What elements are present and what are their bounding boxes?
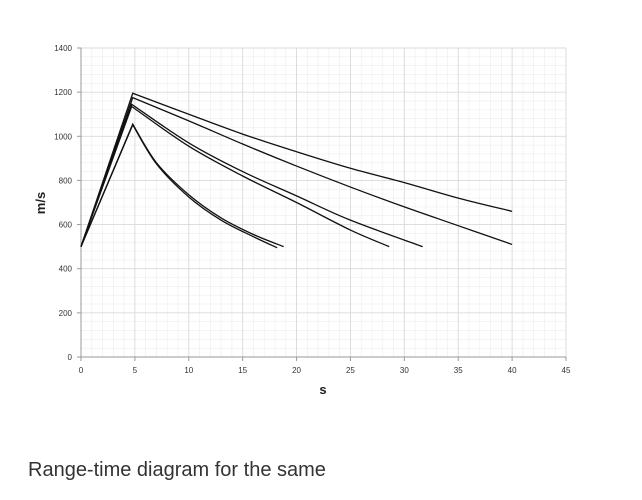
x-tick-label: 10: [184, 366, 193, 375]
x-tick-label: 30: [400, 366, 409, 375]
x-tick-label: 25: [346, 366, 355, 375]
series-line-3: [80, 103, 423, 248]
series-line-1: [80, 92, 513, 247]
series-layer: [80, 92, 513, 249]
y-tick-label: 1200: [54, 88, 72, 97]
series-line-6: [80, 123, 278, 249]
y-tick-label: 0: [68, 353, 73, 362]
series-line-4: [80, 105, 390, 248]
x-tick-label: 0: [79, 366, 84, 375]
y-tick-label: 1400: [54, 44, 72, 53]
y-tick-label: 800: [59, 176, 73, 185]
series-line-2: [80, 96, 513, 247]
major-grid: [80, 47, 567, 358]
x-tick-label: 40: [508, 366, 517, 375]
x-tick-label: 5: [133, 366, 138, 375]
figure-caption: Range-time diagram for the same: [28, 459, 326, 481]
x-tick-label: 20: [292, 366, 301, 375]
line-chart: 0 5 10 15 20 25 30 35 40 45 0 200 400 600 800 1000 1200 1…: [33, 44, 571, 397]
x-axis-title: s: [319, 382, 326, 397]
y-tick-label: 200: [59, 309, 73, 318]
x-tick-label: 15: [238, 366, 247, 375]
y-tick-label: 600: [59, 221, 73, 230]
tick-labels: 0 5 10 15 20 25 30 35 40 45 0 200 400 600 800 1000 1200 1…: [54, 44, 571, 375]
y-tick-label: 1000: [54, 132, 72, 141]
y-axis-title: m/s: [33, 192, 48, 214]
axes: [77, 47, 567, 361]
x-tick-label: 35: [454, 366, 463, 375]
y-tick-label: 400: [59, 265, 73, 274]
x-tick-label: 45: [562, 366, 571, 375]
minor-grid: [81, 48, 566, 357]
